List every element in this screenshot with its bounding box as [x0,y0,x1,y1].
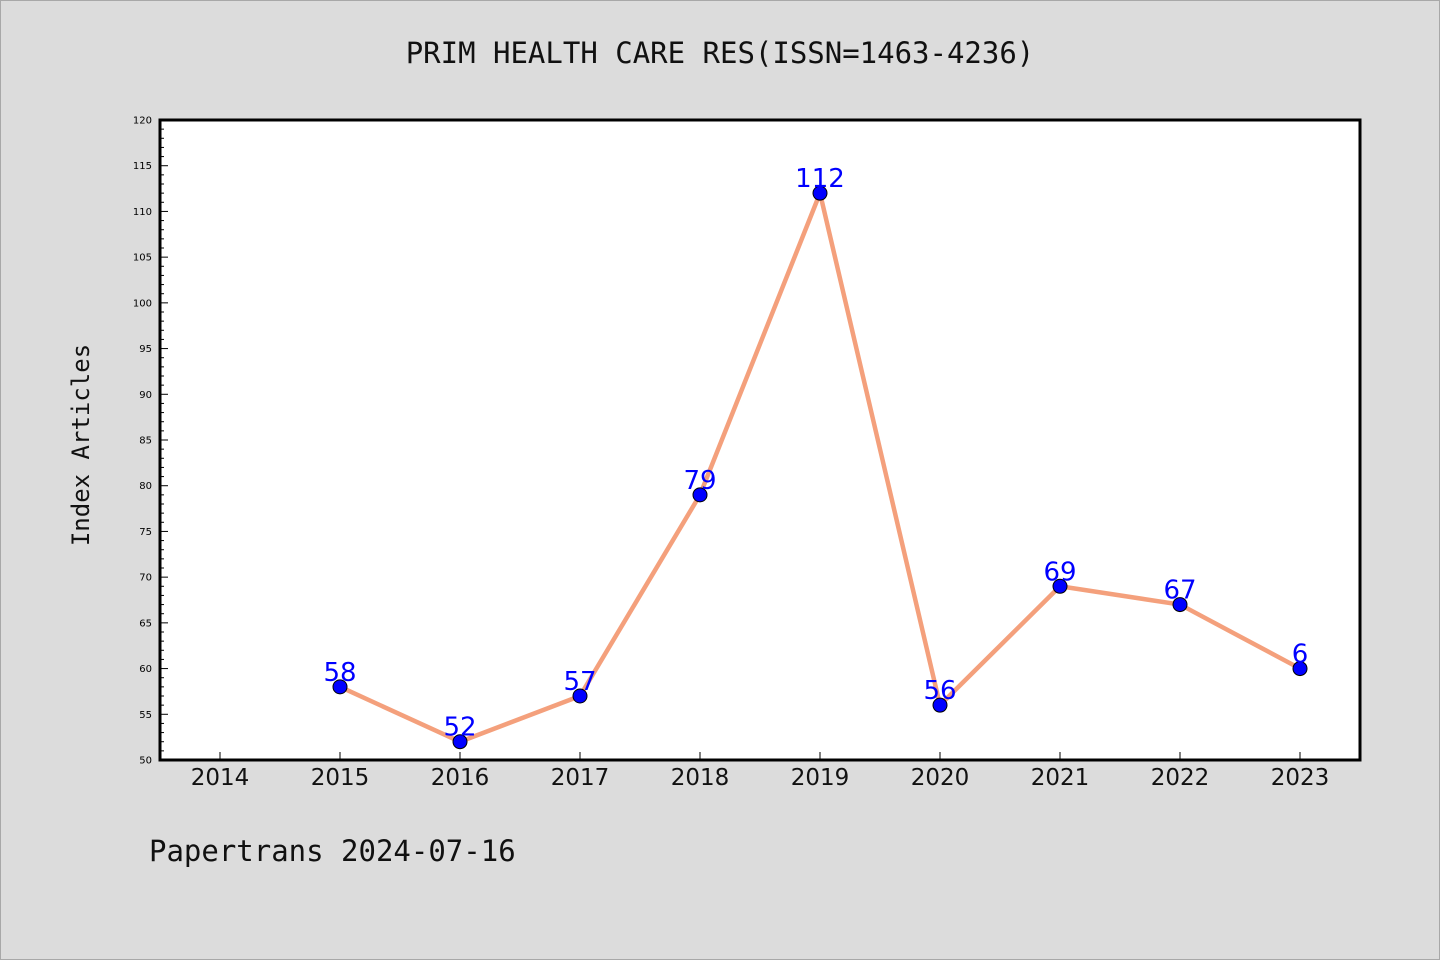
y-tick-label: 75 [139,527,152,538]
x-tick-label: 2016 [431,765,490,791]
x-tick-label: 2018 [671,765,730,791]
data-label: 79 [683,466,716,496]
data-point [452,734,468,750]
data-label: 69 [1043,557,1076,587]
data-label: 57 [563,667,596,697]
x-axis: 2014 2015 2016 2017 2018 2019 2020 2021 2022 2023 [191,752,1330,791]
y-tick-label: 50 [139,756,152,767]
y-tick-label: 55 [139,710,152,721]
chart-title: PRIM HEALTH CARE RES(ISSN=1463-4236) [405,36,1035,70]
y-tick-label: 105 [133,253,152,264]
y-axis: 50 55 60 65 70 75 80 85 90 95 100 105 110 115 120 [133,116,168,767]
data-label: 58 [323,658,356,688]
y-tick-label: 80 [139,481,152,492]
y-tick-label: 85 [139,436,152,447]
y-tick-label: 115 [133,161,152,172]
series: 58 52 57 79 112 56 69 67 6 [323,164,1309,750]
y-axis-label: Index Articles [67,344,95,546]
x-tick-label: 2023 [1271,765,1330,791]
x-tick-label: 2022 [1151,765,1210,791]
data-point [332,679,348,695]
y-tick-label: 65 [139,618,152,629]
data-point [692,487,708,503]
x-tick-label: 2020 [911,765,970,791]
y-tick-label: 70 [139,573,152,584]
x-tick-label: 2019 [791,765,850,791]
x-tick-label: 2015 [311,765,370,791]
x-tick-label: 2017 [551,765,610,791]
y-tick-label: 110 [133,207,152,218]
data-point [1292,661,1308,677]
y-tick-label: 90 [139,390,152,401]
data-label: 52 [443,713,476,743]
y-tick-label: 120 [133,116,152,127]
data-point [932,697,948,713]
data-label: 112 [795,164,845,194]
y-tick-label: 100 [133,298,152,309]
x-tick-label: 2021 [1031,765,1090,791]
data-point [572,688,588,704]
footer-date-stamp: Papertrans 2024-07-16 [149,834,516,868]
data-point [1052,578,1068,594]
data-label: 67 [1163,576,1196,606]
data-point [812,185,828,201]
data-label: 6 [1292,640,1309,670]
data-label: 56 [923,676,956,706]
y-tick-label: 95 [139,344,152,355]
x-tick-label: 2014 [191,765,250,791]
plot-area [158,118,1362,762]
data-point [1172,597,1188,613]
y-tick-label: 60 [139,664,152,675]
